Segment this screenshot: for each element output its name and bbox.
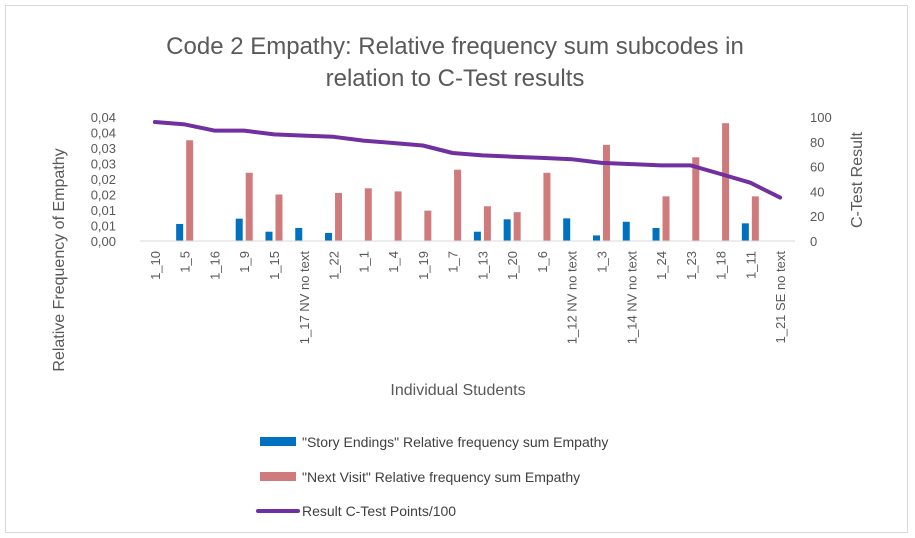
- y-tick-label: 0,04: [91, 110, 116, 125]
- x-tick-label: 1_23: [684, 251, 699, 280]
- bar-next-visit: [335, 192, 343, 241]
- bar-next-visit: [424, 210, 432, 241]
- x-tick-label: 1_5: [178, 251, 193, 273]
- bar-story-endings: [265, 231, 273, 241]
- x-tick-label: 1_6: [535, 251, 550, 273]
- x-tick-label: 1_18: [714, 251, 729, 280]
- y-axis-title: Relative Frequency of Empathy: [51, 148, 68, 371]
- bar-next-visit: [483, 206, 491, 241]
- bar-story-endings: [741, 223, 749, 241]
- bar-story-endings: [592, 235, 600, 241]
- bar-next-visit: [275, 194, 283, 241]
- x-tick-label: 1_3: [595, 251, 610, 273]
- legend-label-ctest: Result C-Test Points/100: [302, 503, 456, 519]
- legend-swatch-story-endings: [260, 437, 296, 446]
- x-tick-label: 1_20: [505, 251, 520, 280]
- x-tick-label: 1_4: [386, 251, 401, 273]
- bar-next-visit: [543, 172, 551, 241]
- y-tick-label: 0,01: [91, 219, 116, 234]
- bar-story-endings: [622, 221, 630, 241]
- bar-story-endings: [503, 219, 511, 241]
- line-ctest-result: [152, 120, 783, 200]
- bar-next-visit: [692, 157, 700, 241]
- bar-next-visit: [454, 169, 462, 241]
- bar-story-endings: [235, 218, 243, 241]
- y2-tick-label: 40: [810, 184, 824, 199]
- bar-next-visit: [602, 144, 610, 241]
- y2-tick-label: 0: [810, 234, 817, 249]
- x-tick-label: 1_13: [475, 251, 490, 280]
- y2-axis-title: C-Test Result: [849, 131, 866, 228]
- legend-label-story-endings: "Story Endings" Relative frequency sum E…: [302, 434, 608, 450]
- x-tick-label: 1_21 SE no text: [773, 251, 788, 344]
- y2-tick-label: 80: [810, 135, 824, 150]
- y-tick-label: 0,01: [91, 203, 116, 218]
- x-tick-label: 1_15: [267, 251, 282, 280]
- y-tick-label: 0,03: [91, 141, 116, 156]
- y-axis-ticks: 0,000,010,010,020,020,030,030,040,04: [91, 110, 116, 249]
- y-tick-label: 0,04: [91, 126, 116, 141]
- x-tick-label: 1_17 NV no text: [297, 251, 312, 345]
- bar-next-visit: [513, 212, 521, 241]
- chart-frame: [5, 5, 908, 533]
- bar-story-endings: [652, 227, 660, 241]
- x-tick-label: 1_24: [654, 251, 669, 280]
- y-tick-label: 0,02: [91, 172, 116, 187]
- y2-tick-label: 100: [810, 110, 832, 125]
- bar-next-visit: [662, 196, 670, 241]
- y2-tick-label: 20: [810, 209, 824, 224]
- x-tick-label: 1_19: [416, 251, 431, 280]
- x-tick-label: 1_11: [743, 251, 758, 279]
- bar-story-endings: [473, 231, 481, 241]
- legend-label-next-visit: "Next Visit" Relative frequency sum Empa…: [302, 469, 580, 485]
- y-tick-label: 0,02: [91, 188, 116, 203]
- chart-title-line-1: Code 2 Empathy: Relative frequency sum s…: [166, 33, 744, 60]
- bar-next-visit: [364, 188, 372, 241]
- x-tick-label: 1_1: [356, 251, 371, 273]
- x-tick-label: 1_9: [237, 251, 252, 273]
- line-series: [152, 120, 783, 200]
- bar-next-visit: [186, 140, 194, 241]
- x-tick-label: 1_10: [148, 251, 163, 280]
- x-axis-title: Individual Students: [390, 382, 525, 399]
- bar-story-endings: [295, 227, 303, 241]
- bar-story-endings: [176, 223, 184, 241]
- bar-next-visit: [245, 172, 253, 241]
- y2-axis-ticks: 0 20 40 60 80 100: [810, 110, 832, 249]
- bar-next-visit: [722, 123, 730, 241]
- bar-story-endings: [325, 232, 333, 241]
- x-tick-label: 1_12 NV no text: [565, 251, 580, 345]
- bar-story-endings: [563, 218, 571, 241]
- x-tick-label: 1_7: [446, 251, 461, 273]
- bar-next-visit: [394, 191, 402, 241]
- bar-next-visit: [751, 196, 759, 241]
- y2-tick-label: 60: [810, 160, 824, 175]
- x-axis-ticks: 1_10 1_5 1_16 1_9 1_15 1_17 NV no text 1_22 1_1…: [148, 251, 788, 345]
- bars: [176, 123, 759, 241]
- y-tick-label: 0,03: [91, 157, 116, 172]
- x-tick-label: 1_16: [207, 251, 222, 280]
- x-tick-label: 1_22: [327, 251, 342, 280]
- legend: "Story Endings" Relative frequency sum E…: [256, 434, 608, 519]
- chart-title-line-2: relation to C-Test results: [326, 65, 585, 92]
- legend-swatch-next-visit: [260, 472, 296, 481]
- y-tick-label: 0,00: [91, 234, 116, 249]
- x-tick-label: 1_14 NV no text: [624, 251, 639, 345]
